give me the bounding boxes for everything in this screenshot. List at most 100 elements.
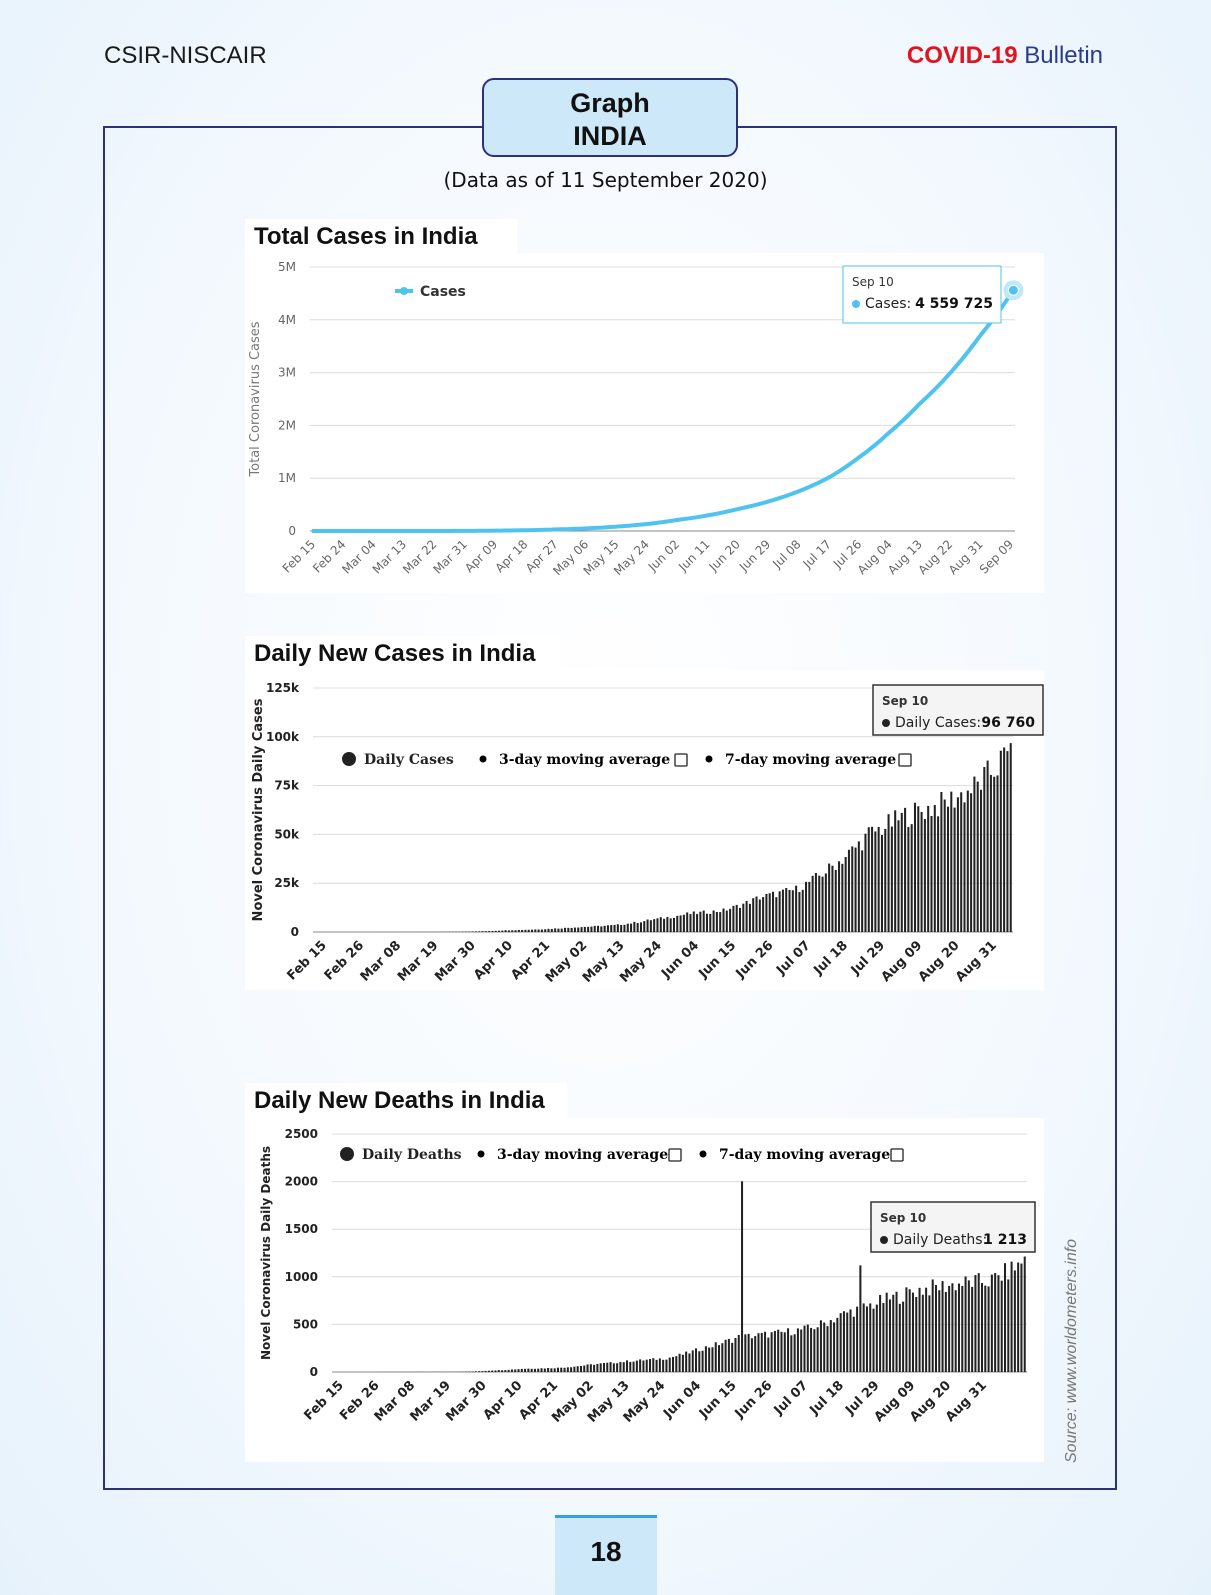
daily-cases-y-tick-label: 125k	[266, 681, 300, 695]
daily-cases-bar	[517, 929, 520, 932]
daily-cases-bar	[993, 776, 996, 932]
daily-cases-bar	[491, 930, 494, 932]
daily-deaths-bar	[737, 1334, 740, 1372]
daily-deaths-bar	[635, 1360, 638, 1372]
daily-deaths-tooltip-label: Daily Deaths:	[893, 1232, 987, 1248]
daily-deaths-bar	[882, 1303, 885, 1372]
bulletin-title-covid: COVID-19	[906, 42, 1018, 69]
daily-cases-bar	[979, 789, 983, 932]
daily-cases-bar	[805, 881, 808, 932]
daily-cases-x-tick-label: Jul 07	[773, 938, 813, 978]
total-cases-x-tick-label: Sep 09	[977, 537, 1016, 576]
daily-cases-x-tick-label: Apr 10	[471, 938, 516, 983]
daily-cases-bar	[511, 930, 514, 932]
daily-deaths-bar	[497, 1370, 500, 1372]
daily-deaths-bar	[816, 1327, 819, 1372]
daily-deaths-bar	[934, 1285, 937, 1372]
daily-deaths-bar	[971, 1286, 974, 1372]
daily-cases-bar	[1009, 743, 1012, 932]
daily-deaths-bar	[701, 1350, 704, 1372]
legend-cases-marker	[400, 287, 408, 295]
daily-cases-bar	[600, 926, 603, 932]
daily-cases-bar	[811, 875, 814, 932]
daily-cases-bar	[692, 911, 695, 932]
daily-deaths-bar	[888, 1299, 891, 1372]
daily-cases-legend-label: Daily Cases	[364, 752, 454, 768]
daily-deaths-bar	[599, 1363, 602, 1372]
daily-deaths-bar	[665, 1359, 668, 1372]
daily-cases-bar	[636, 923, 639, 932]
daily-cases-tooltip-box	[872, 684, 1044, 736]
daily-deaths-x-tick-label: Jul 18	[807, 1378, 847, 1418]
daily-cases-bar	[646, 919, 649, 932]
daily-cases-legend-3day-label: 3-day moving average	[499, 752, 670, 768]
daily-deaths-bar	[744, 1334, 747, 1372]
daily-deaths-bar	[731, 1342, 734, 1372]
daily-deaths-bar	[905, 1287, 908, 1372]
daily-cases-bar	[676, 915, 679, 932]
daily-cases-y-tick-label: 100k	[266, 730, 300, 744]
daily-cases-bar	[927, 805, 930, 932]
daily-cases-bar	[986, 760, 989, 932]
daily-cases-bar	[554, 928, 557, 932]
daily-deaths-bar	[810, 1327, 813, 1372]
daily-cases-bar	[603, 925, 606, 932]
daily-deaths-bar	[553, 1368, 556, 1372]
total-cases-chart: 0 1M 2M 3M 4M 5M Total Coronavirus Cases Feb 15…	[248, 260, 1024, 578]
daily-deaths-bar	[556, 1367, 559, 1372]
daily-deaths-bar	[865, 1306, 868, 1372]
daily-deaths-bar	[501, 1370, 504, 1372]
daily-cases-bar	[818, 875, 821, 932]
daily-cases-bar	[729, 908, 732, 932]
daily-cases-bar	[639, 922, 642, 932]
daily-deaths-bar	[708, 1347, 711, 1372]
daily-cases-bar	[917, 806, 920, 932]
daily-deaths-bar	[484, 1370, 487, 1372]
daily-cases-bar	[696, 914, 699, 932]
daily-deaths-bar	[688, 1353, 691, 1372]
daily-deaths-bar	[846, 1312, 849, 1372]
daily-cases-legend-7day-label: 7-day moving average	[725, 752, 896, 768]
daily-deaths-bar	[806, 1324, 809, 1372]
daily-deaths-bar	[921, 1294, 924, 1372]
daily-deaths-bar	[589, 1364, 592, 1372]
daily-deaths-tooltip-value: 1 213	[983, 1232, 1027, 1248]
daily-cases-bar	[514, 930, 517, 932]
daily-deaths-bar	[895, 1291, 898, 1372]
daily-deaths-bar	[1010, 1261, 1013, 1372]
daily-cases-bar	[583, 926, 586, 932]
total-cases-x-tick-label: Feb 15	[280, 537, 318, 575]
daily-deaths-bar	[826, 1326, 829, 1372]
daily-cases-bar	[534, 929, 537, 932]
daily-cases-bar	[1006, 751, 1009, 932]
daily-cases-bar	[613, 924, 616, 932]
daily-cases-bar	[996, 775, 999, 932]
total-cases-y-axis-label: Total Coronavirus Cases	[248, 321, 263, 477]
daily-deaths-bar	[471, 1371, 474, 1372]
daily-cases-bar	[940, 791, 943, 932]
daily-cases-bar	[762, 897, 765, 932]
daily-cases-bar	[732, 905, 735, 932]
daily-cases-bar	[610, 925, 613, 932]
daily-cases-bar	[976, 781, 979, 932]
daily-cases-bar	[653, 919, 656, 932]
total-cases-y-tick-label: 5M	[278, 260, 296, 274]
daily-cases-bar	[590, 926, 593, 932]
daily-cases-bar	[587, 926, 590, 932]
daily-deaths-bar	[875, 1304, 878, 1372]
daily-deaths-bar	[1013, 1270, 1016, 1372]
total-cases-y-tick-label: 1M	[278, 471, 296, 485]
daily-cases-bar	[702, 910, 705, 932]
daily-cases-bar	[801, 889, 804, 932]
daily-cases-legend-7day-marker	[705, 755, 713, 763]
daily-cases-bar	[900, 812, 903, 932]
daily-deaths-bar	[823, 1322, 826, 1372]
daily-deaths-bar	[941, 1281, 944, 1372]
bulletin-title-word: Bulletin	[1024, 42, 1103, 69]
daily-cases-x-tick-label: May 24	[617, 938, 665, 986]
data-as-of-note: (Data as of 11 September 2020)	[443, 168, 768, 192]
daily-deaths-bar	[790, 1335, 793, 1372]
daily-cases-bar	[544, 929, 547, 932]
daily-cases-bar	[999, 750, 1002, 932]
daily-cases-bar	[580, 927, 583, 932]
